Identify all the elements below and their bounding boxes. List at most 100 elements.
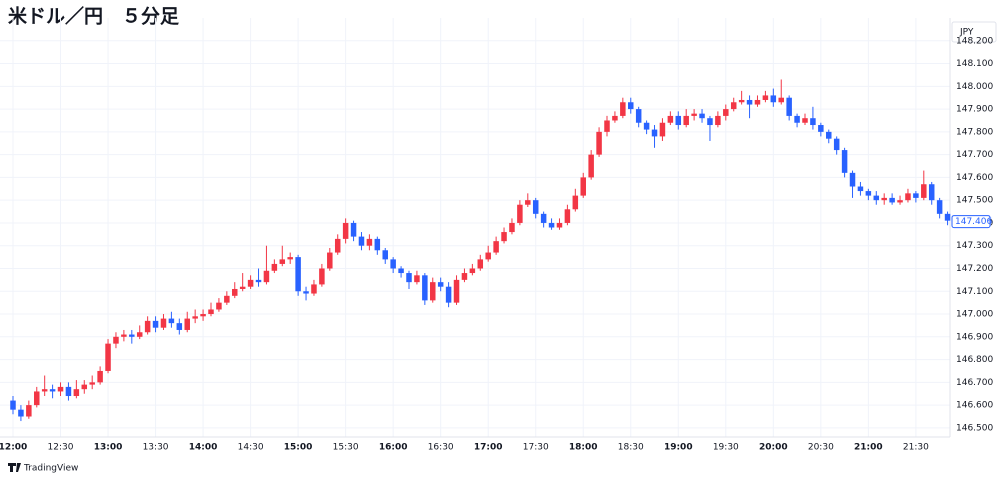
candle-body — [334, 238, 341, 253]
candle-body — [667, 115, 674, 123]
y-tick-label: 146.700 — [956, 378, 993, 388]
candle-body — [445, 286, 452, 303]
candle-body — [770, 95, 777, 103]
chart-title: 米ドル／円 ５分足 — [8, 5, 180, 28]
candle-body — [469, 268, 476, 274]
candle-body — [778, 97, 784, 103]
y-tick-label: 147.000 — [956, 310, 993, 320]
candle-body — [200, 314, 206, 317]
candle-body — [437, 282, 444, 287]
candle-body — [382, 250, 388, 260]
candle-body — [818, 125, 824, 132]
candle-body — [453, 279, 460, 303]
candle-body — [833, 138, 840, 151]
candle-body — [540, 213, 547, 223]
candle-body — [192, 316, 198, 319]
candle-body — [746, 99, 753, 105]
candle-body — [224, 295, 230, 303]
candle-body — [160, 318, 167, 328]
candle-body — [216, 302, 222, 310]
candle-body — [588, 154, 594, 178]
x-tick-label: 19:00 — [664, 443, 693, 453]
currency: JPY — [959, 28, 974, 38]
x-tick-label: 12:00 — [0, 443, 27, 453]
candle-body — [303, 291, 309, 294]
y-tick-label: 147.100 — [956, 287, 993, 297]
candle-body — [635, 109, 642, 123]
candle-body — [73, 389, 80, 397]
candle-body — [921, 184, 927, 198]
candle-body — [34, 391, 40, 406]
candle-body — [10, 400, 16, 410]
candle-body — [548, 222, 555, 228]
candle-body — [430, 282, 436, 301]
candle-body — [398, 268, 404, 274]
candle-body — [596, 131, 602, 155]
candle-body — [327, 252, 333, 269]
candle-body — [311, 284, 317, 294]
candle-body — [826, 131, 832, 139]
candle-body — [691, 113, 697, 116]
x-tick-label: 15:00 — [284, 443, 313, 453]
candle-body — [532, 200, 539, 214]
candle-body — [699, 113, 705, 119]
candle-body — [762, 95, 769, 100]
candle-body — [556, 222, 563, 228]
x-tick-label: 16:30 — [428, 443, 454, 453]
x-tick-label: 18:00 — [569, 443, 598, 453]
y-tick-label: 146.600 — [956, 401, 993, 411]
candle-body — [564, 209, 571, 223]
candle-body — [113, 336, 119, 344]
candle-body — [849, 172, 856, 187]
candle-body — [580, 177, 586, 196]
candle-body — [794, 115, 800, 123]
candle-body — [643, 122, 650, 130]
candle-body — [936, 200, 943, 214]
candle-body — [572, 195, 579, 210]
candle-body — [675, 115, 682, 126]
candle-body — [913, 193, 919, 198]
candle-body — [65, 386, 72, 397]
candle-body — [422, 275, 428, 301]
x-tick-label: 18:30 — [618, 443, 644, 453]
candle-body — [905, 193, 911, 201]
candle-body — [738, 99, 745, 103]
x-tick-label: 17:00 — [474, 443, 503, 453]
x-tick-label: 21:30 — [903, 443, 929, 453]
candle-body — [374, 238, 381, 251]
candle-body — [857, 186, 864, 192]
x-tick-label: 15:30 — [333, 443, 359, 453]
candle-body — [841, 150, 848, 173]
candle-body — [730, 102, 737, 110]
candle-body — [184, 318, 190, 330]
candle-body — [176, 323, 183, 330]
candle-body — [881, 197, 887, 201]
y-tick-label: 147.500 — [956, 196, 993, 206]
candle-body — [319, 268, 325, 285]
candle-body — [279, 259, 286, 264]
candle-body — [152, 320, 159, 328]
candle-body — [366, 238, 373, 246]
candle-body — [57, 386, 64, 392]
y-tick-label: 147.600 — [956, 173, 993, 183]
y-tick-label: 148.200 — [956, 36, 993, 46]
x-tick-label: 14:30 — [238, 443, 264, 453]
candle-body — [889, 197, 895, 203]
y-tick-label: 146.500 — [956, 423, 993, 433]
candle-body — [89, 382, 95, 385]
candle-body — [659, 122, 666, 137]
x-tick-label: 12:30 — [48, 443, 74, 453]
x-tick-label: 13:30 — [143, 443, 169, 453]
candle-body — [509, 222, 515, 233]
candle-body — [620, 102, 626, 116]
candle-body — [754, 99, 761, 105]
candle-body — [517, 204, 523, 223]
y-tick-label: 146.900 — [956, 332, 993, 342]
y-tick-label: 147.700 — [956, 150, 993, 160]
candle-body — [477, 259, 484, 269]
candle-body — [121, 334, 127, 337]
candle-body — [612, 115, 618, 121]
candle-body — [707, 118, 713, 126]
candle-body — [144, 320, 151, 333]
x-tick-label: 14:00 — [189, 443, 218, 453]
